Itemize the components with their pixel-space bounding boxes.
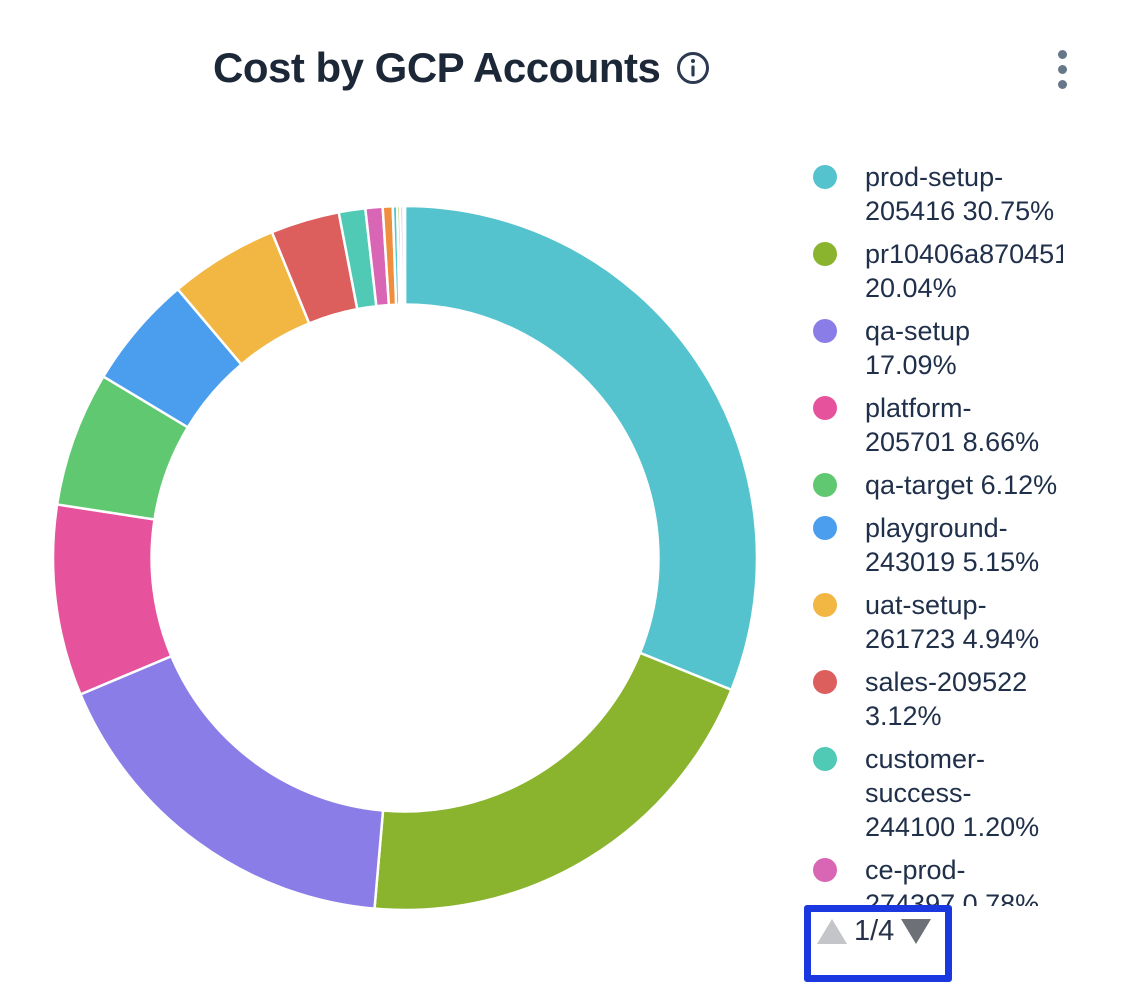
chart-legend: prod-setup- 205416 30.75% pr10406a8704514 2… [813,160,1063,906]
legend-swatch-icon [813,670,837,694]
legend-item[interactable]: qa-target 6.12% [813,468,1063,502]
legend-label: uat-setup- 261723 4.94% [865,590,1040,654]
legend-label: qa-target 6.12% [865,470,1058,500]
legend-swatch-icon [813,516,837,540]
legend-item[interactable]: qa-setup 17.09% [813,314,1063,382]
legend-label: ce-prod- 274397 0.78% [865,855,1040,906]
legend-swatch-icon [813,473,837,497]
legend-swatch-icon [813,593,837,617]
donut-slice[interactable] [402,204,407,306]
legend-item[interactable]: uat-setup- 261723 4.94% [813,588,1063,656]
highlight-box: 1/4 [804,905,952,982]
legend-item[interactable]: ce-prod- 274397 0.78% [813,853,1063,906]
chart-header: Cost by GCP Accounts [213,44,710,92]
legend-item[interactable]: prod-setup- 205416 30.75% [813,160,1063,228]
triangle-up-icon[interactable] [817,919,847,944]
legend-pagination: 1/4 [817,915,945,948]
chart-title: Cost by GCP Accounts [213,44,661,91]
donut-slice[interactable] [403,204,759,692]
donut-slice[interactable] [373,651,734,912]
pagination-label: 1/4 [854,915,895,947]
legend-label: playground- 243019 5.15% [865,513,1040,577]
legend-item[interactable]: platform- 205701 8.66% [813,391,1063,459]
info-circle-icon[interactable] [676,51,710,85]
kebab-dot [1057,50,1067,59]
legend-label: customer-success- 244100 1.20% [865,744,1040,842]
legend-label: prod-setup- 205416 30.75% [865,162,1055,226]
legend-swatch-icon [813,396,837,420]
legend-label: pr10406a8704514 20.04% [865,239,1063,303]
triangle-down-icon[interactable] [901,919,932,944]
legend-label: qa-setup 17.09% [865,316,971,380]
legend-item[interactable]: pr10406a8704514 20.04% [813,237,1063,305]
legend-swatch-icon [813,319,837,343]
legend-label: platform- 205701 8.66% [865,393,1040,457]
legend-item[interactable]: playground- 243019 5.15% [813,511,1063,579]
legend-swatch-icon [813,242,837,266]
legend-swatch-icon [813,858,837,882]
donut-chart [45,198,765,918]
legend-item[interactable]: customer-success- 244100 1.20% [813,742,1063,844]
legend-swatch-icon [813,165,837,189]
donut-slice[interactable] [78,654,385,911]
legend-label: sales-209522 3.12% [865,667,1028,731]
legend-item[interactable]: sales-209522 3.12% [813,665,1063,733]
kebab-menu-icon[interactable] [1056,50,1068,89]
kebab-dot [1057,80,1067,89]
kebab-dot [1057,65,1067,74]
legend-swatch-icon [813,747,837,771]
